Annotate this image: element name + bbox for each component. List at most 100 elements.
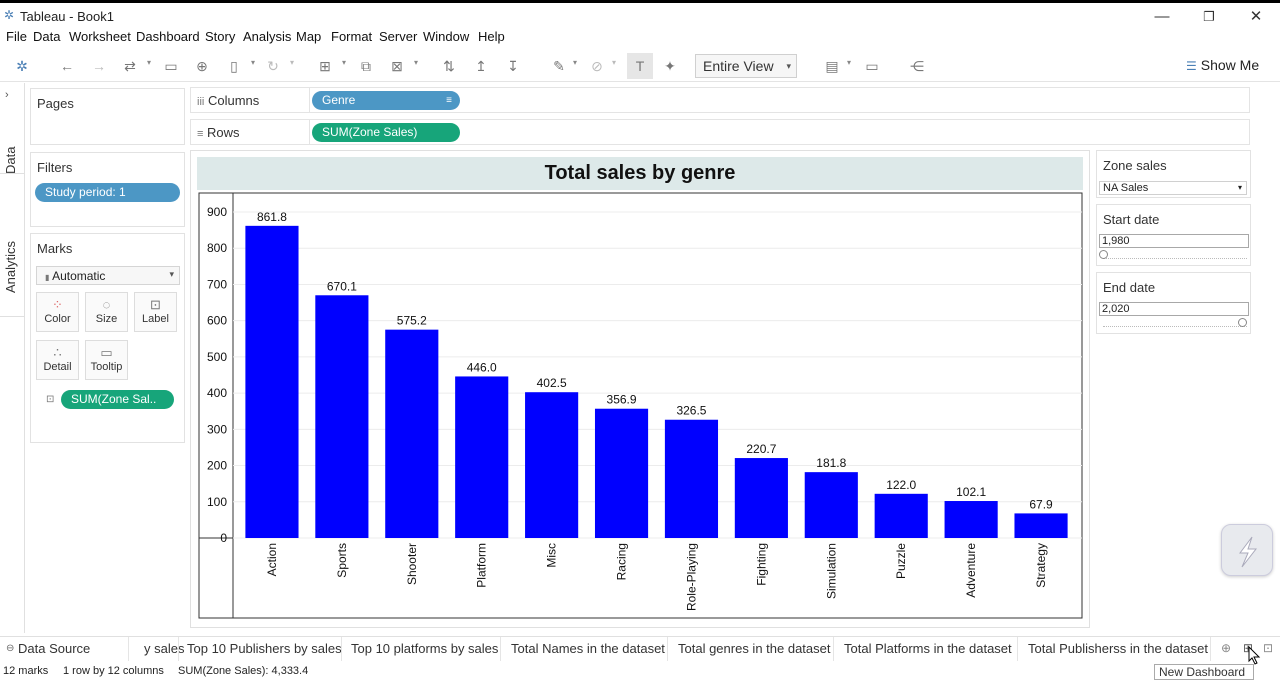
tab-data-source[interactable]: Data Source — [18, 641, 91, 656]
expand-icon[interactable]: › — [5, 89, 9, 101]
menu-help[interactable]: Help — [478, 29, 505, 44]
sort-descending-icon[interactable]: ↧ — [507, 58, 519, 74]
y-tick-label: 0 — [220, 531, 227, 545]
y-tick-label: 600 — [207, 314, 227, 328]
menu-window[interactable]: Window — [423, 29, 470, 44]
filter-pill[interactable]: Study period: 1 — [35, 183, 180, 202]
minimize-button[interactable]: — — [1154, 8, 1170, 25]
undo-icon[interactable]: ← — [60, 58, 74, 74]
sheet-tab[interactable]: Total Publisherss in the dataset — [1028, 641, 1208, 656]
data-label: 670.1 — [327, 279, 357, 293]
pause-updates-icon[interactable]: ▯ — [230, 58, 238, 74]
marks-label-pill[interactable]: SUM(Zone Sal.. — [61, 390, 174, 409]
size-icon: ◌ — [102, 297, 111, 312]
data-label: 446.0 — [467, 360, 497, 374]
x-tick-label: Misc — [545, 543, 559, 568]
menu-map[interactable]: Map — [296, 29, 322, 44]
redo-loop-icon[interactable]: ⇄ — [124, 58, 136, 74]
x-tick-label: Simulation — [824, 543, 838, 599]
menu-story[interactable]: Story — [205, 29, 236, 44]
data-label: 326.5 — [676, 404, 706, 418]
share-icon[interactable]: ⋲ — [910, 58, 924, 74]
sheet-tab[interactable]: Total Platforms in the dataset — [844, 641, 1012, 656]
restore-button[interactable]: ❐ — [1203, 9, 1215, 24]
start-date-title: Start date — [1103, 212, 1160, 227]
new-worksheet-icon[interactable]: ⊞ — [319, 58, 331, 74]
menu-file[interactable]: File — [6, 29, 27, 44]
swap-icon[interactable]: ⇅ — [443, 58, 455, 74]
size-button[interactable]: ◌ Size — [85, 292, 128, 332]
mark-type-value: Automatic — [52, 269, 106, 283]
menu-server[interactable]: Server — [379, 29, 418, 44]
tableau-icon[interactable]: ✲ — [16, 58, 28, 74]
bar — [804, 472, 858, 538]
columns-label: iii Columns — [197, 93, 259, 108]
data-label: 122.0 — [886, 478, 916, 492]
data-label: 67.9 — [1029, 497, 1053, 511]
chevron-down-icon: ▾ — [169, 269, 174, 279]
group-icon[interactable]: ⊘ — [591, 58, 603, 74]
sheet-tab[interactable]: Total genres in the dataset — [678, 641, 831, 656]
sort-icon: ≡ — [446, 95, 452, 106]
menu-worksheet[interactable]: Worksheet — [69, 29, 131, 44]
marks-title: Marks — [37, 241, 73, 256]
rows-label-text: Rows — [207, 125, 240, 140]
zone-sales-dropdown[interactable]: NA Sales ▾ — [1099, 181, 1247, 195]
sheet-tab[interactable]: Total Names in the dataset — [511, 641, 665, 656]
save-icon[interactable]: ▭ — [164, 58, 178, 74]
close-button[interactable]: ✕ — [1249, 8, 1263, 25]
x-tick-label: Strategy — [1034, 543, 1048, 588]
clear-icon[interactable]: ⊠ — [391, 58, 403, 74]
tooltip-button[interactable]: ▭ Tooltip — [85, 340, 128, 380]
new-data-source-icon[interactable]: ⊕ — [196, 58, 208, 74]
mark-type-dropdown[interactable]: ▮ Automatic ▾ — [36, 266, 180, 285]
start-date-input[interactable]: 1,980 — [1099, 234, 1249, 248]
cards-icon[interactable]: ▤ — [825, 58, 839, 74]
sheet-tab[interactable]: Top 10 Publishers by sales — [187, 641, 342, 656]
new-story-tab-icon[interactable]: ⊡ — [1263, 641, 1274, 655]
detail-button[interactable]: ∴ Detail — [36, 340, 79, 380]
new-dashboard-tab-icon[interactable]: ⊞ — [1243, 641, 1254, 655]
tooltip-label: Tooltip — [90, 361, 123, 373]
bar — [315, 295, 369, 538]
floating-app-button[interactable] — [1221, 524, 1273, 576]
new-worksheet-tab-icon[interactable]: ⊕ — [1221, 641, 1232, 655]
menu-data[interactable]: Data — [33, 29, 61, 44]
show-labels-icon[interactable]: T — [627, 53, 653, 79]
chart-title-bar: Total sales by genre — [197, 157, 1083, 190]
color-button[interactable]: ⁘ Color — [36, 292, 79, 332]
x-tick-label: Action — [265, 543, 279, 576]
start-date-handle[interactable] — [1099, 250, 1108, 259]
fit-dropdown[interactable]: Entire View ▾ — [695, 54, 797, 78]
side-tabs: › Data Analytics — [0, 83, 25, 633]
y-tick-label: 200 — [207, 459, 227, 473]
menu-dashboard[interactable]: Dashboard — [136, 29, 200, 44]
bar — [455, 376, 509, 538]
sheet-tab[interactable]: Top 10 platforms by sales — [351, 641, 499, 656]
label-icon: ⊡ — [150, 297, 161, 312]
title-bar: ✲ Tableau - Book1 — ❐ ✕ — [0, 0, 1280, 28]
sheet-tab[interactable]: y sales — [144, 641, 185, 656]
duplicate-icon[interactable]: ⧉ — [361, 58, 371, 74]
fix-axes-icon[interactable]: ✦ — [664, 58, 676, 74]
highlight-icon[interactable]: ✎ — [553, 58, 565, 74]
menu-format[interactable]: Format — [331, 29, 373, 44]
rows-shelf: ≡ Rows SUM(Zone Sales) — [190, 119, 1250, 145]
show-me-button[interactable]: ☰ Show Me — [1186, 57, 1259, 73]
refresh-icon[interactable]: ↻ — [267, 58, 279, 74]
y-tick-label: 900 — [207, 205, 227, 219]
sort-ascending-icon[interactable]: ↥ — [475, 58, 487, 74]
menu-analysis[interactable]: Analysis — [243, 29, 292, 44]
rows-label: ≡ Rows — [197, 125, 240, 140]
end-date-handle[interactable] — [1238, 318, 1247, 327]
presentation-icon[interactable]: ▭ — [865, 58, 879, 74]
end-date-slider[interactable] — [1103, 326, 1247, 327]
columns-pill[interactable]: Genre ≡ — [312, 91, 460, 110]
label-button[interactable]: ⊡ Label — [134, 292, 177, 332]
rows-pill[interactable]: SUM(Zone Sales) — [312, 123, 460, 142]
color-label: Color — [44, 313, 71, 325]
marks-card: Marks ▮ Automatic ▾ ⁘ Color ◌ Size ⊡ Lab… — [30, 233, 185, 443]
start-date-slider[interactable] — [1103, 258, 1247, 259]
end-date-input[interactable]: 2,020 — [1099, 302, 1249, 316]
redo-icon[interactable]: → — [92, 58, 106, 74]
